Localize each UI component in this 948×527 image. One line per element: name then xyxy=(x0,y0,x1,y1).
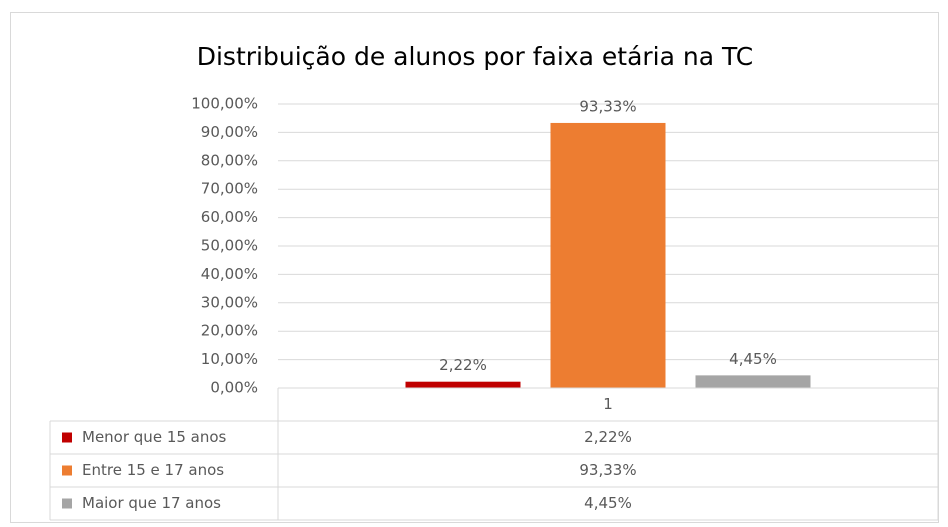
legend-swatch xyxy=(62,432,72,443)
y-tick-label: 0,00% xyxy=(210,379,258,397)
chart-title: Distribuição de alunos por faixa etária … xyxy=(197,42,754,71)
y-tick-label: 30,00% xyxy=(201,293,258,311)
legend-label: Entre 15 e 17 anos xyxy=(82,461,224,479)
y-tick-label: 100,00% xyxy=(191,95,258,113)
y-tick-label: 60,00% xyxy=(201,208,258,226)
y-tick-label: 80,00% xyxy=(201,151,258,169)
legend-label: Maior que 17 anos xyxy=(82,494,221,512)
y-tick-label: 50,00% xyxy=(201,237,258,255)
y-tick-label: 20,00% xyxy=(201,322,258,340)
data-label: 2,22% xyxy=(439,356,487,374)
y-tick-label: 90,00% xyxy=(201,123,258,141)
x-tick-label: 1 xyxy=(603,395,613,413)
y-tick-label: 10,00% xyxy=(201,350,258,368)
bar xyxy=(405,381,521,388)
chart-border xyxy=(10,12,939,523)
table-cell: 93,33% xyxy=(579,461,636,479)
bar xyxy=(550,122,666,388)
data-label: 93,33% xyxy=(579,97,636,115)
table-cell: 4,45% xyxy=(584,494,632,512)
data-label: 4,45% xyxy=(729,350,777,368)
legend-swatch xyxy=(62,498,72,509)
table-cell: 2,22% xyxy=(584,428,632,446)
y-tick-label: 40,00% xyxy=(201,265,258,283)
legend-label: Menor que 15 anos xyxy=(82,428,227,446)
bar xyxy=(695,375,811,388)
legend-swatch xyxy=(62,465,72,476)
y-tick-label: 70,00% xyxy=(201,180,258,198)
